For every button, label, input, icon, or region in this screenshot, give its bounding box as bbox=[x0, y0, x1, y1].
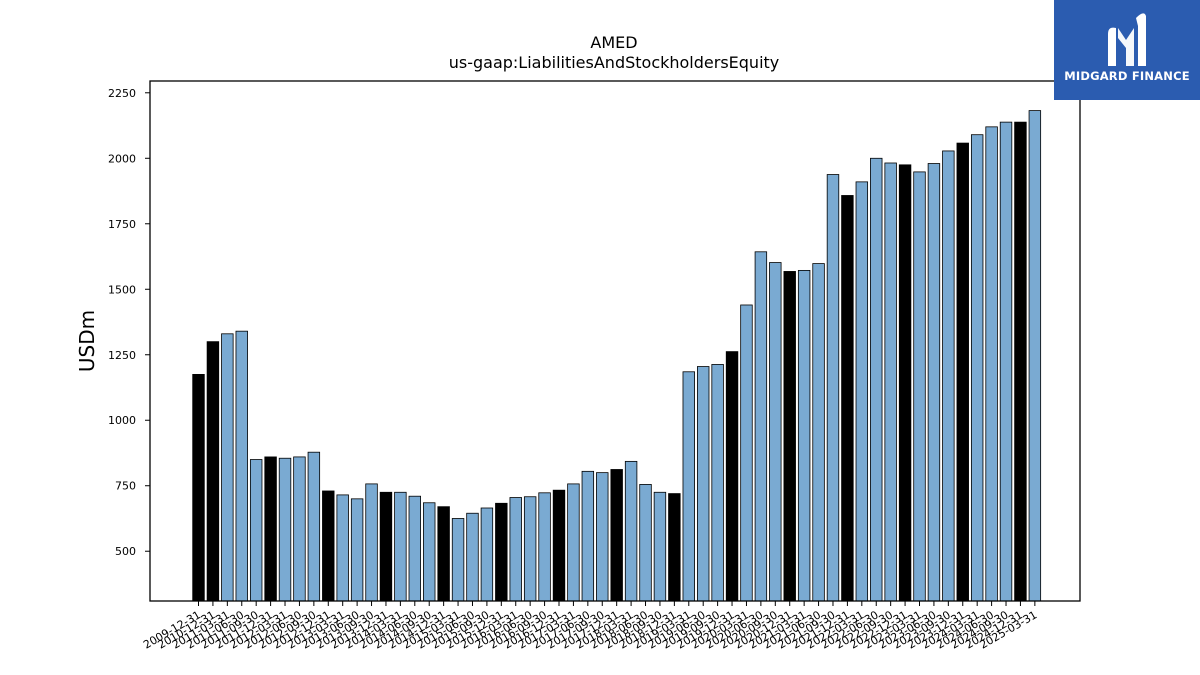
bar-2014-12-31 bbox=[437, 506, 450, 602]
y-tick-label: 2250 bbox=[108, 87, 136, 100]
bar-2021-06-30 bbox=[812, 263, 825, 602]
bar-2024-09-30 bbox=[999, 121, 1013, 602]
bar-2020-12-31 bbox=[783, 271, 796, 602]
bar-2019-09-30 bbox=[711, 364, 724, 602]
y-tick-label: 1250 bbox=[108, 349, 136, 362]
bar-2011-09-30 bbox=[249, 459, 263, 602]
bar-2012-12-31 bbox=[322, 490, 335, 602]
bar-2015-09-30 bbox=[480, 507, 494, 602]
bar-2024-03-31 bbox=[970, 134, 984, 602]
y-axis-ticks: 500 750 1000 1250 1500 1750 2000 2250 bbox=[108, 87, 150, 558]
bar-2013-03-31 bbox=[336, 494, 349, 602]
bar-2024-12-31 bbox=[1014, 121, 1027, 602]
bar-2022-03-31 bbox=[855, 181, 869, 602]
bar-2021-12-31 bbox=[841, 195, 854, 602]
bar-2024-06-30 bbox=[985, 126, 998, 602]
bar-2011-12-31 bbox=[264, 456, 277, 602]
bar-2013-09-30 bbox=[365, 483, 378, 602]
bar-2017-09-30 bbox=[596, 472, 609, 602]
bar-2016-03-31 bbox=[509, 497, 522, 602]
bar-2025-03-31 bbox=[1028, 110, 1042, 602]
x-axis-ticks: 2009-12-312010-12-312011-03-312011-06-30… bbox=[141, 601, 1039, 652]
bar-2020-09-30 bbox=[769, 262, 782, 602]
bar-2018-12-31 bbox=[668, 493, 681, 602]
y-tick-label: 500 bbox=[115, 545, 136, 558]
bar-2021-03-31 bbox=[797, 269, 811, 602]
y-tick-label: 750 bbox=[115, 480, 136, 493]
bar-2018-06-30 bbox=[639, 484, 652, 602]
bar-2020-03-31 bbox=[740, 304, 753, 602]
bar-2010-12-31 bbox=[206, 341, 220, 602]
bar-2019-03-31 bbox=[682, 371, 695, 602]
bar-2022-09-30 bbox=[884, 162, 897, 602]
midgard-logo-icon bbox=[1108, 13, 1146, 67]
bar-2016-09-30 bbox=[538, 492, 551, 602]
bar-2022-12-31 bbox=[898, 164, 912, 602]
bar-2015-03-31 bbox=[451, 518, 465, 602]
y-tick-label: 1000 bbox=[108, 414, 136, 427]
y-tick-label: 2000 bbox=[108, 152, 136, 165]
bar-2019-12-31 bbox=[725, 351, 739, 602]
bar-2021-09-30 bbox=[826, 174, 840, 602]
bar-2014-03-31 bbox=[394, 491, 407, 602]
bars-group bbox=[192, 110, 1042, 602]
bar-2020-06-30 bbox=[754, 251, 768, 602]
bar-2009-12-31 bbox=[192, 373, 205, 602]
chart-title: AMED bbox=[590, 33, 637, 52]
bar-2012-06-30 bbox=[293, 456, 306, 602]
y-axis-label: USDm bbox=[75, 310, 99, 372]
bar-2018-03-31 bbox=[624, 460, 638, 602]
y-tick-label: 1500 bbox=[108, 283, 136, 296]
bar-2017-03-31 bbox=[567, 483, 580, 602]
bar-2017-06-30 bbox=[581, 470, 595, 602]
bar-2013-12-31 bbox=[379, 491, 393, 602]
bar-2014-09-30 bbox=[423, 502, 436, 602]
brand-logo: MIDGARD FINANCE bbox=[1054, 0, 1200, 100]
logo-text: MIDGARD FINANCE bbox=[1064, 69, 1190, 83]
bar-2018-09-30 bbox=[653, 491, 667, 602]
y-tick-label: 1750 bbox=[108, 218, 136, 231]
bar-2019-06-30 bbox=[697, 366, 710, 602]
bar-2023-06-30 bbox=[927, 163, 941, 602]
bar-2011-06-30 bbox=[235, 330, 248, 602]
bar-2015-06-30 bbox=[466, 512, 479, 602]
bar-2017-12-31 bbox=[610, 469, 623, 602]
bar-2011-03-31 bbox=[221, 333, 234, 602]
plot-frame bbox=[149, 80, 1081, 602]
bar-2023-09-30 bbox=[942, 150, 955, 602]
bar-2012-09-30 bbox=[307, 451, 321, 602]
bar-2016-12-31 bbox=[552, 489, 566, 602]
bar-2014-06-30 bbox=[408, 495, 422, 602]
chart-subtitle: us-gaap:LiabilitiesAndStockholdersEquity bbox=[449, 53, 780, 72]
bar-2015-12-31 bbox=[495, 502, 508, 602]
bar-2013-06-30 bbox=[350, 498, 364, 602]
bar-2016-06-30 bbox=[523, 496, 537, 602]
bar-2022-06-30 bbox=[870, 157, 883, 602]
bar-2023-12-31 bbox=[956, 142, 969, 602]
bar-2023-03-31 bbox=[913, 171, 926, 602]
bar-2012-03-31 bbox=[278, 457, 292, 602]
